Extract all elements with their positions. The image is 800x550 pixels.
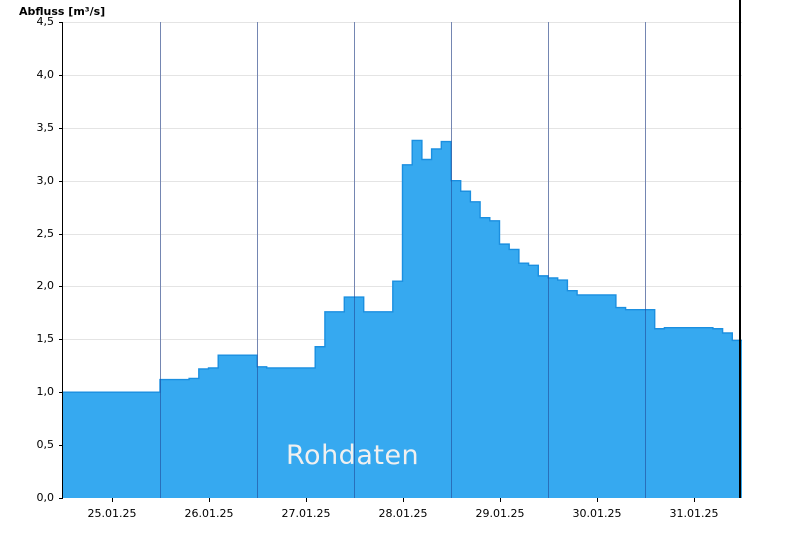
y-axis-tick-mark xyxy=(59,445,63,446)
x-axis-tick-mark xyxy=(500,498,501,502)
y-axis-tick-mark xyxy=(59,181,63,182)
series-area-fill xyxy=(63,140,742,498)
y-axis-tick-label: 2,0 xyxy=(36,279,55,292)
day-separator-line xyxy=(548,22,549,498)
y-axis-tick-mark xyxy=(59,128,63,129)
x-axis-tick-label: 26.01.25 xyxy=(184,507,234,520)
y-axis-tick-mark xyxy=(59,75,63,76)
y-axis-tick-mark xyxy=(59,286,63,287)
x-axis-tick-label: 25.01.25 xyxy=(87,507,137,520)
plot-right-border xyxy=(739,0,741,498)
day-separator-line xyxy=(451,22,452,498)
x-axis-tick-label: 29.01.25 xyxy=(475,507,525,520)
y-axis-tick-mark xyxy=(59,498,63,499)
y-axis-tick-mark xyxy=(59,22,63,23)
gridline-horizontal xyxy=(63,75,742,76)
y-axis-tick-label: 3,0 xyxy=(36,174,55,187)
watermark-label: Rohdaten xyxy=(286,440,420,471)
gridline-horizontal xyxy=(63,22,742,23)
x-axis-tick-mark xyxy=(112,498,113,502)
x-axis-tick-label: 27.01.25 xyxy=(281,507,331,520)
y-axis-tick-label: 4,5 xyxy=(36,15,55,28)
plot-inner xyxy=(63,22,742,498)
y-axis-tick-label: 3,5 xyxy=(36,121,55,134)
y-axis-tick-label: 0,5 xyxy=(36,438,55,451)
y-axis-tick-label: 1,0 xyxy=(36,385,55,398)
x-axis-tick-mark xyxy=(403,498,404,502)
x-axis-tick-mark xyxy=(597,498,598,502)
y-axis-tick-label: 0,0 xyxy=(36,491,55,504)
day-separator-line xyxy=(354,22,355,498)
plot-area: 0,0 0,5 1,0 1,5 2,0 2,5 3,0 3,5 4,0 4,5 25.01.25 26… xyxy=(37,0,742,520)
day-separator-line xyxy=(645,22,646,498)
y-axis-tick-mark xyxy=(59,392,63,393)
day-separator-line xyxy=(257,22,258,498)
x-axis-tick-mark xyxy=(209,498,210,502)
x-axis-tick-label: 30.01.25 xyxy=(572,507,622,520)
gridline-horizontal xyxy=(63,128,742,129)
y-axis-tick-label: 2,5 xyxy=(36,227,55,240)
series-step-line xyxy=(63,139,742,393)
x-axis-tick-label: 28.01.25 xyxy=(378,507,428,520)
x-axis-tick-mark xyxy=(306,498,307,502)
y-axis-unit-label: Abfluss [m³/s] xyxy=(19,5,106,18)
x-axis-tick-mark xyxy=(694,498,695,502)
y-axis-tick-label: 1,5 xyxy=(36,332,55,345)
day-separator-line xyxy=(160,22,161,498)
x-axis-tick-label: 31.01.25 xyxy=(669,507,719,520)
y-axis-tick-mark xyxy=(59,234,63,235)
y-axis-tick-label: 4,0 xyxy=(36,68,55,81)
series-rohdaten xyxy=(63,139,742,498)
y-axis-tick-mark xyxy=(59,339,63,340)
